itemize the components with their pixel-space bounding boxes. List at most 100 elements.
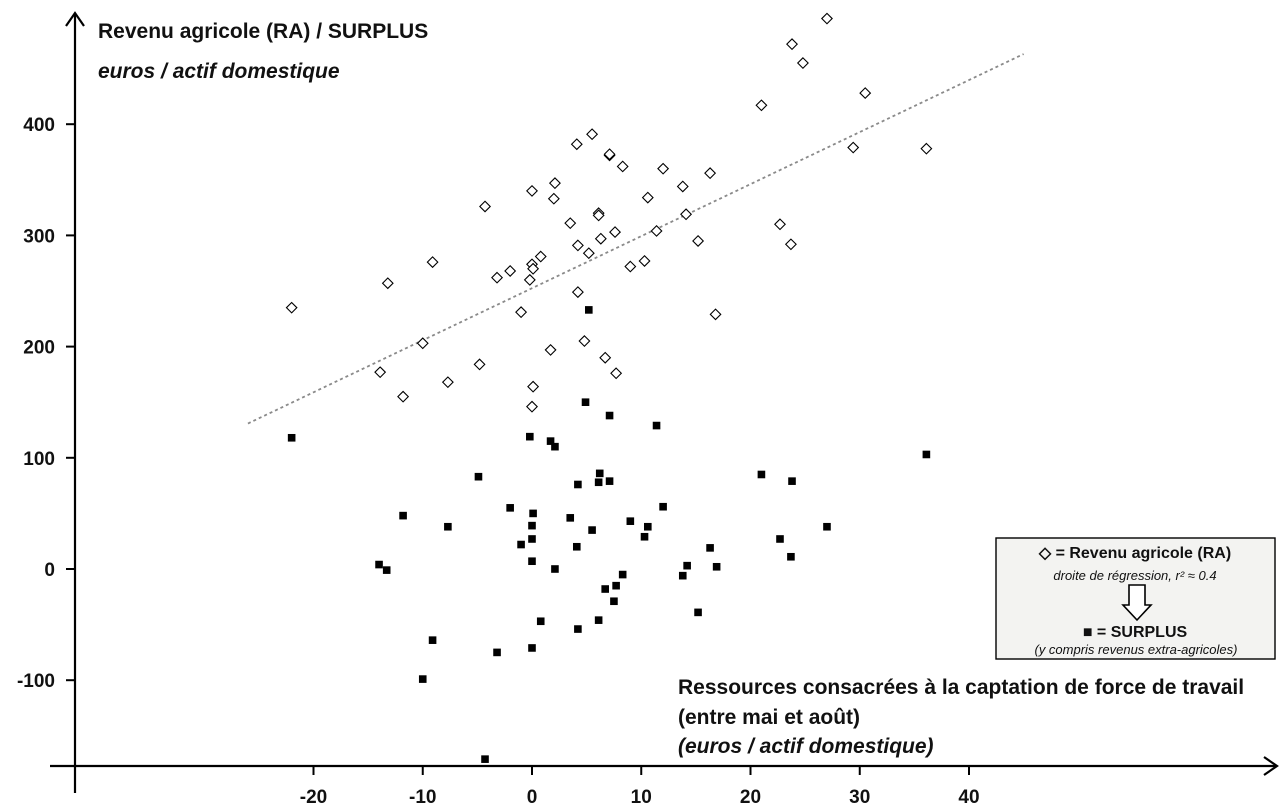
surplus-point (757, 470, 766, 479)
surplus-point (618, 570, 627, 579)
ra-point (638, 254, 651, 267)
surplus-point (493, 648, 501, 657)
y-tick-label: 0 (44, 560, 55, 581)
ra-point (847, 141, 860, 154)
surplus-point (399, 511, 407, 520)
ra-point (709, 308, 722, 321)
ra-point (374, 366, 387, 379)
x-tick-label: 10 (631, 787, 652, 807)
surplus-point (566, 514, 575, 522)
surplus-point (581, 398, 590, 406)
surplus-point (712, 562, 721, 571)
y-axis-arrowhead (65, 11, 85, 27)
surplus-point (506, 504, 514, 512)
ra-point (548, 177, 561, 190)
surplus-point (626, 517, 635, 525)
ra-point (527, 380, 540, 393)
ra-point (610, 367, 623, 380)
x-axis-arrowhead (1263, 756, 1279, 776)
ra-point (564, 217, 577, 230)
ra-point (594, 232, 607, 245)
ra-point (692, 234, 705, 247)
ra-point (680, 208, 693, 221)
surplus-point (517, 540, 525, 549)
ra-point (624, 260, 637, 273)
surplus-point (428, 636, 437, 644)
surplus-point (640, 532, 649, 541)
surplus-point (481, 755, 489, 763)
surplus-point (474, 472, 483, 481)
surplus-point (776, 535, 784, 543)
surplus-point (652, 421, 661, 430)
ra-point (704, 167, 717, 180)
x-axis-subtitle: (entre mai et août) (678, 706, 860, 729)
surplus-point (528, 644, 536, 652)
ra-point (603, 148, 616, 161)
surplus-point (610, 597, 618, 606)
ra-point (571, 239, 584, 252)
ra-point (820, 12, 833, 25)
y-tick-label: 300 (23, 226, 55, 247)
ra-point (479, 200, 492, 213)
surplus-point (546, 437, 555, 445)
ra-point (473, 358, 486, 371)
x-axis-unit: (euros / actif domestique) (678, 735, 934, 758)
legend-surplus-note: (y compris revenus extra-agricoles) (1034, 642, 1237, 657)
surplus-point (683, 561, 691, 570)
regression-line (247, 53, 1025, 425)
surplus-point (594, 616, 603, 624)
legend-regression-label: droite de régression, r² ≈ 0.4 (1053, 568, 1216, 583)
surplus-point (595, 469, 604, 478)
x-tick-label: -20 (300, 787, 327, 807)
surplus-point (644, 522, 652, 531)
ra-point (582, 247, 595, 260)
surplus-point (601, 585, 609, 593)
ra-point (416, 337, 429, 350)
ra-point (784, 238, 797, 251)
ra-point (859, 87, 872, 100)
ra-point (381, 277, 394, 290)
surplus-point (382, 566, 391, 574)
y-axis-title: Revenu agricole (RA) / SURPLUS (98, 20, 428, 43)
ra-point (641, 191, 654, 204)
surplus-point (418, 675, 427, 683)
legend-surplus-label: ■ = SURPLUS (1083, 624, 1188, 641)
legend: ◇ = Revenu agricole (RA) droite de régre… (995, 537, 1276, 660)
ra-point (504, 265, 517, 277)
ra-point (397, 390, 410, 403)
y-tick-label: 200 (23, 338, 55, 359)
ra-point (609, 226, 622, 239)
ra-point (578, 335, 591, 348)
surplus-point (528, 535, 536, 543)
surplus-point (787, 552, 795, 561)
x-tick-label: 0 (527, 787, 538, 807)
ra-point (491, 271, 504, 284)
surplus-point (551, 565, 559, 573)
ra-point (571, 286, 584, 299)
ra-point (616, 160, 629, 173)
ra-point (526, 400, 538, 413)
ra-point (586, 128, 599, 141)
surplus-point (528, 557, 536, 566)
ra-point (523, 273, 536, 286)
ra-point (920, 142, 933, 155)
surplus-point (572, 542, 581, 551)
surplus-point (551, 442, 559, 451)
ra-point (426, 256, 439, 269)
ra-point (774, 218, 786, 231)
ra-point (527, 262, 540, 275)
surplus-point (536, 617, 545, 626)
ra-point (592, 209, 605, 222)
surplus-point (287, 433, 296, 442)
ra-point (526, 184, 538, 197)
y-tick-label: 100 (23, 449, 55, 470)
ra-point (285, 301, 298, 314)
ra-point (547, 192, 560, 205)
surplus-point (788, 477, 796, 485)
legend-ra-label: ◇ = Revenu agricole (RA) (1038, 545, 1231, 562)
surplus-point (659, 502, 667, 511)
surplus-point (922, 450, 931, 459)
ra-point (544, 343, 557, 356)
x-tick-label: 20 (740, 787, 761, 807)
